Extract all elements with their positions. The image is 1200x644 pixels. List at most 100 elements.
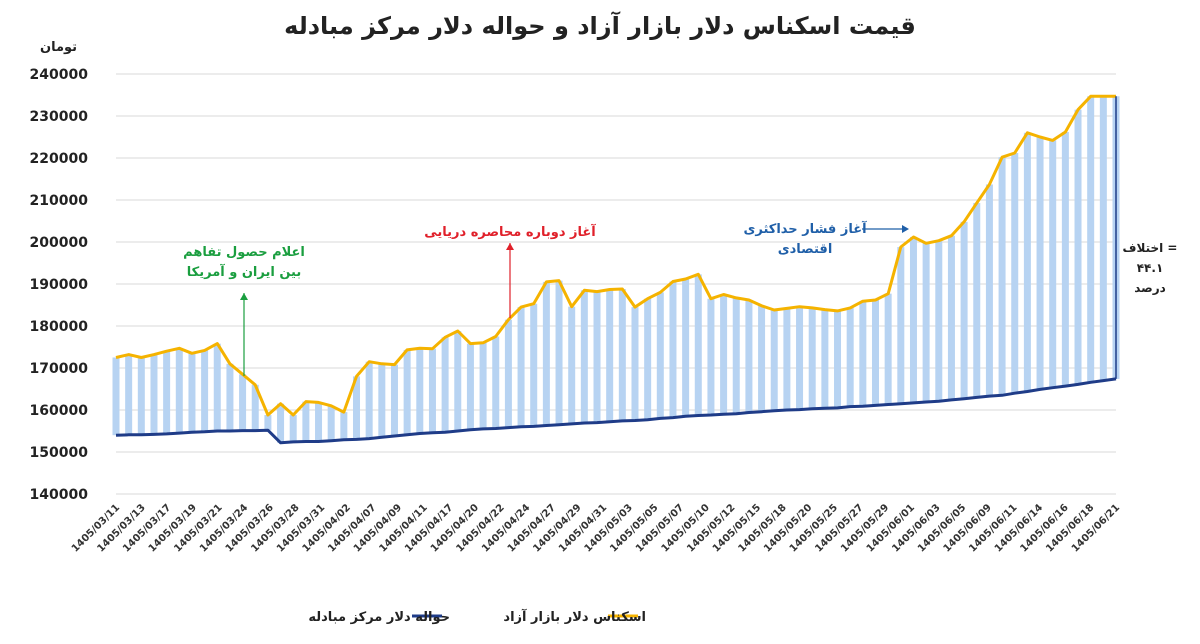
spread-bar [808,307,816,409]
y-tick-label: 200000 [30,235,89,251]
spread-bar [504,319,512,428]
y-tick-label: 180000 [30,319,89,335]
spread-bar [277,403,285,443]
spread-bar [175,348,183,434]
spread-bar [656,292,664,419]
spread-bar [302,401,310,442]
y-tick-label: 210000 [30,193,89,209]
spread-bar [479,342,487,429]
y-axis-unit-label: تومان [40,40,78,55]
annotation-text: آغاز فشار حداکثری [743,220,867,237]
spread-bar [796,306,804,410]
y-tick-label: 220000 [30,151,89,167]
spread-bar [631,307,639,421]
spread-bar [884,293,892,405]
spread-bar [758,305,766,412]
spread-bar [821,309,829,409]
spread-bar [960,221,968,399]
legend-label: حواله دلار مرکز مبادله [308,610,450,625]
y-tick-label: 150000 [30,445,89,461]
annotation-arrowhead [506,243,514,250]
difference-note: اختلاف = [1123,241,1178,255]
spread-bar [707,298,715,416]
spread-bar [542,281,550,426]
chart-title: قیمت اسکناس دلار بازار آزاد و حواله دلار… [284,12,916,40]
spread-bar [694,274,702,416]
spread-bar [644,298,652,420]
spread-bar [163,351,171,434]
spread-bar [1087,96,1095,383]
spread-bar [125,354,133,435]
spread-bar [530,303,538,427]
spread-bar [745,299,753,413]
spread-bar [289,415,297,442]
spread-bar [783,308,791,410]
spread-bar [150,354,158,435]
y-tick-label: 230000 [30,109,89,125]
spread-bar [935,240,943,402]
spread-bar [315,402,323,442]
spread-bar [922,243,930,403]
spread-bar [112,357,120,436]
spread-bar [251,384,259,431]
spread-bar [441,337,449,433]
spread-bar [1049,140,1057,388]
spread-bar [466,343,474,430]
spread-bar [846,307,854,407]
spread-bar [264,415,272,431]
spread-bar [454,331,462,431]
spread-bar [1011,152,1019,394]
y-tick-label: 160000 [30,403,89,419]
spread-bar [897,247,905,404]
spread-bar [492,336,500,429]
difference-note: ۴۴.۱ [1137,261,1164,275]
spread-bar [618,289,626,421]
spread-bar [517,307,525,427]
spread-bar [682,278,690,417]
spread-bar [390,364,398,437]
spread-bar [365,361,373,439]
spread-bar [1023,132,1031,392]
spread-bar [1036,137,1044,390]
spread-bar [998,157,1006,396]
spread-bar [947,235,955,400]
spread-bar [416,348,424,434]
spread-bar [1099,96,1107,381]
annotation-arrowhead [902,225,909,233]
spread-bar [985,184,993,397]
series-line-havaleh [115,377,1117,445]
spread-bar [973,202,981,398]
spread-bar [568,306,576,424]
spread-bar [137,357,145,435]
spread-bar [593,291,601,423]
annotation-text: آغاز دوباره محاصره دریایی [424,223,596,240]
spread-bar [555,280,563,425]
legend-label: اسکناس دلار بازار آزاد [503,608,646,625]
difference-note: درصد [1134,281,1166,295]
spread-bar [1061,131,1069,387]
spread-bar [340,412,348,440]
spread-bar [770,310,778,411]
spread-bar [871,299,879,406]
spread-bar [1074,109,1082,385]
annotation-text: اعلام حصول تفاهم [183,245,305,260]
spread-bar [669,281,677,418]
y-tick-label: 170000 [30,361,89,377]
spread-bar [353,376,361,440]
spread-bar [732,297,740,414]
annotation-text: بین ایران و آمریکا [187,263,301,280]
spread-bar [909,236,917,403]
spread-bar [428,348,436,433]
spread-bar [213,343,221,431]
spread-bar [859,301,867,407]
y-tick-label: 140000 [30,487,89,503]
y-tick-label: 240000 [30,67,89,83]
spread-bar [201,350,209,432]
annotation-arrowhead [240,293,248,300]
spread-bar [327,405,335,441]
y-tick-label: 190000 [30,277,89,293]
spread-bar [226,363,234,431]
spread-bar [378,363,386,438]
